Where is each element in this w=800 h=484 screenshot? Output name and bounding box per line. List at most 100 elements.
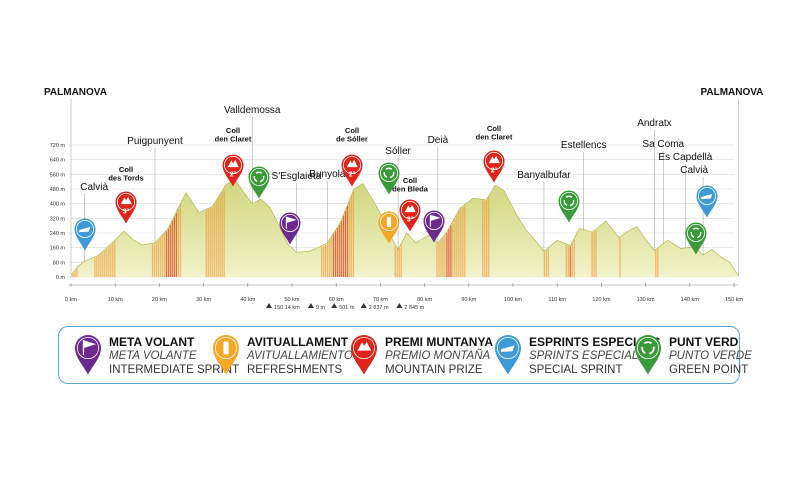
- x-tick-label: 140 km: [681, 297, 699, 303]
- pin-shape: [341, 154, 363, 187]
- legend-label-en: INTERMEDIATE SPRINT: [109, 364, 240, 376]
- recycle-glyph: [641, 341, 655, 355]
- y-tick-label: 560 m: [50, 172, 66, 178]
- pin-shape: [115, 191, 137, 224]
- place-name: Bunyola: [309, 169, 346, 180]
- legend-label-en: GREEN POINT: [669, 364, 749, 376]
- mountain-category: 3ª: [407, 216, 414, 223]
- legend-pin-shape: [213, 335, 239, 375]
- x-tick-label: 20 km: [152, 297, 167, 303]
- place-name: Valldemossa: [224, 105, 281, 116]
- pin-ring: [559, 191, 579, 211]
- pin-shape: [378, 162, 400, 195]
- pin-ring: [496, 336, 520, 360]
- mountain-glyph: [488, 155, 500, 164]
- place-label: Bunyola: [309, 169, 346, 244]
- y-tick-label: 400 m: [50, 202, 66, 208]
- profile-area: [70, 178, 739, 277]
- mountain-name-line2: den Claret: [476, 133, 513, 142]
- legend-pin-shape: [351, 335, 377, 375]
- pin-ring: [214, 336, 238, 360]
- legend-label-ca: PREMI MUNTANYA: [385, 335, 494, 349]
- place-name: Puigpunyent: [127, 136, 183, 147]
- y-tick-label: 80 m: [53, 260, 66, 266]
- x-tick-label: 110 km: [548, 297, 566, 303]
- x-tick-label: 10 km: [108, 297, 123, 303]
- mountain-name-line2: de Sóller: [336, 135, 368, 144]
- place-name: Sóller: [385, 146, 411, 157]
- recycle-glyph: [690, 227, 702, 239]
- profile-outline: [70, 178, 739, 276]
- mountain-glyph: [120, 196, 132, 205]
- pin-shape: [279, 212, 301, 245]
- legend-label-es: PUNTO VERDE: [669, 350, 752, 362]
- pin-ring: [424, 211, 444, 231]
- place-name: Andratx: [637, 118, 671, 129]
- place-label: PALMANOVA: [700, 87, 763, 276]
- pin-shape: [222, 154, 244, 187]
- pin-shape: [635, 335, 661, 375]
- mountain-name-line2: des Tords: [108, 174, 143, 183]
- stat-text: 9 m: [316, 305, 326, 311]
- mountain-name-line1: Coll: [487, 124, 501, 133]
- x-tick-label: 90 km: [461, 297, 476, 303]
- pin-shape: [423, 210, 445, 243]
- place-label: Estellencs: [561, 140, 607, 230]
- elevation-profile-chart: 0 m 80 m 160 m 240 m 320 m 400 m 480 m 560 m 640…: [44, 87, 763, 311]
- pin-shape: [558, 190, 580, 223]
- x-tick-label: 120 km: [592, 297, 610, 303]
- place-name: Estellencs: [561, 140, 607, 151]
- green-marker-icon: [378, 162, 400, 195]
- legend-label-ca: PUNT VERD: [669, 335, 739, 349]
- sprint-marker-icon: [696, 185, 718, 218]
- pin-ring: [636, 336, 660, 360]
- special-sprint-marker-icon: [495, 335, 521, 375]
- green-point-marker-icon: [635, 335, 661, 375]
- mountain-name-line1: Coll: [119, 165, 133, 174]
- place-name: Calvià: [680, 165, 708, 176]
- mountain-name-line1: Coll: [226, 126, 240, 135]
- legend-pin-shape: [75, 335, 101, 375]
- mountain-glyph: [404, 204, 416, 213]
- flag-glyph: [285, 216, 297, 229]
- pin-shape: [378, 211, 400, 244]
- x-tick-label: 150 km: [725, 297, 743, 303]
- mountain-category: 2ª: [349, 171, 356, 178]
- place-label: Puigpunyent: [127, 136, 183, 244]
- pin-ring: [75, 219, 95, 239]
- mountain-name-line2: den Bleda: [392, 185, 429, 194]
- descent-icon: [396, 303, 403, 308]
- y-tick-label: 320 m: [50, 216, 66, 222]
- stat-item: 150.14 km: [266, 303, 300, 311]
- legend-label-en: SPECIAL SPRINT: [529, 364, 623, 376]
- pin-shape: [685, 222, 707, 255]
- place-label: Valldemossa: [224, 105, 281, 204]
- pin-shape: [248, 166, 270, 199]
- x-tick-label: 40 km: [240, 297, 255, 303]
- place-label: Es Capdellà: [658, 152, 713, 248]
- mountain-name-line1: Coll: [403, 176, 417, 185]
- pin-ring: [352, 336, 376, 360]
- x-axis: 0 km 10 km 20 km 30 km 40 km 50 km 60 km 70 km 8…: [65, 283, 743, 303]
- x-tick-label: 80 km: [417, 297, 432, 303]
- y-tick-label: 0 m: [56, 275, 66, 281]
- shoe-glyph: [79, 226, 91, 233]
- bottle-glyph: [386, 216, 392, 228]
- pin-shape: [495, 335, 521, 375]
- distance-icon: [266, 303, 272, 308]
- pin-ring: [697, 186, 717, 206]
- place-name: Sa Coma: [642, 139, 684, 150]
- place-label: Andratx: [637, 118, 672, 251]
- bottle-glyph: [223, 341, 229, 355]
- recycle-glyph: [383, 167, 395, 179]
- pin-shape: [483, 150, 505, 183]
- pin-ring: [249, 167, 269, 187]
- place-name: Deià: [428, 135, 449, 146]
- climb-icon: [360, 303, 367, 308]
- pin-ring: [76, 336, 100, 360]
- legend-label-es: PREMIO MONTAÑA: [385, 350, 491, 362]
- pin-ring: [116, 192, 136, 212]
- place-name: Calvià: [80, 182, 108, 193]
